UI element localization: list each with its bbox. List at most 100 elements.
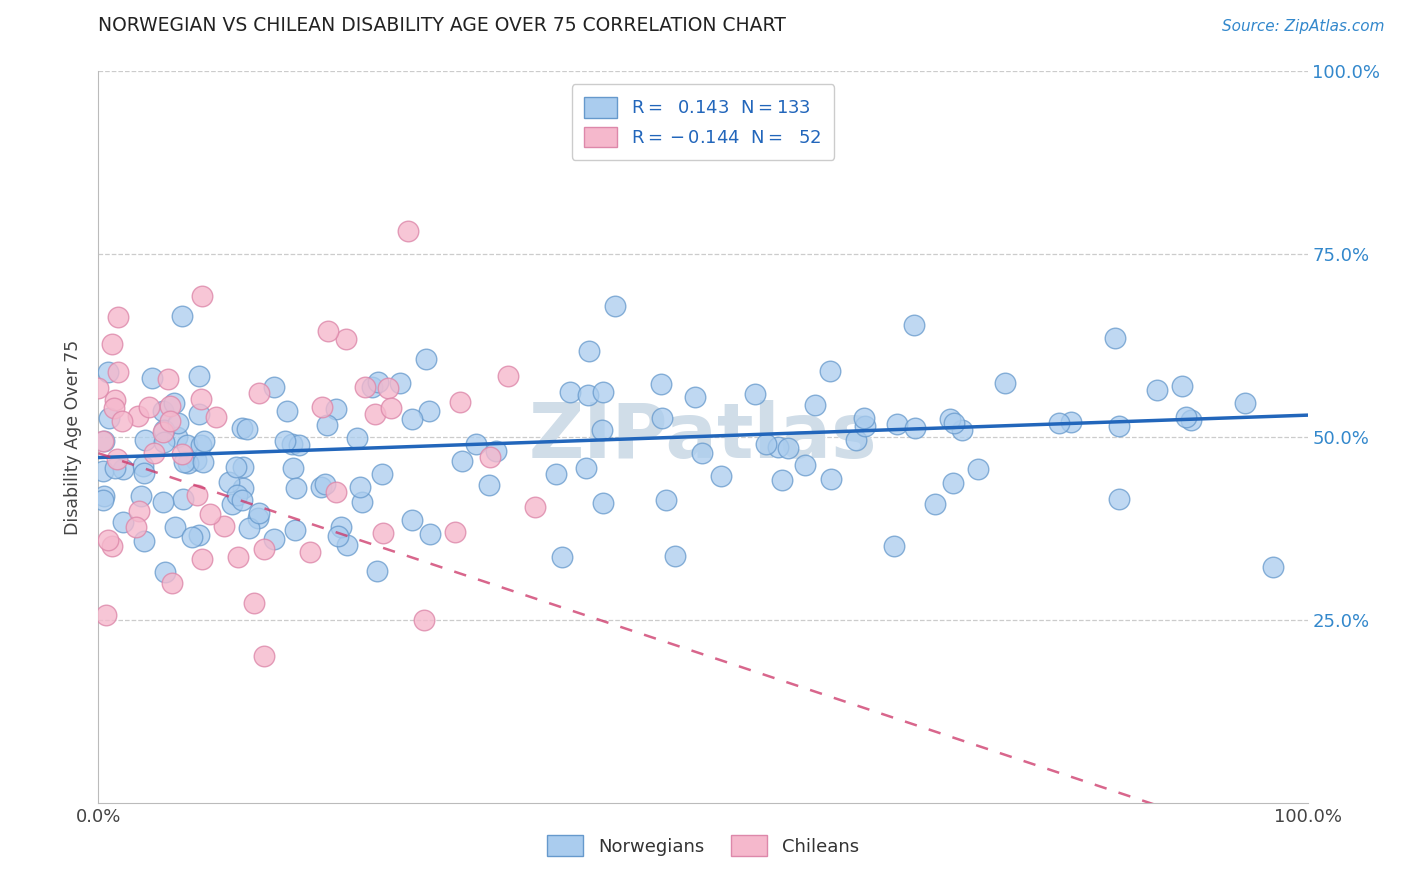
Point: [575, 460, 598, 475]
Point: [190, 392, 212, 406]
Point: [592, 496, 614, 510]
Point: [112, 515, 135, 529]
Point: [776, 441, 799, 455]
Point: [325, 484, 347, 499]
Point: [655, 493, 678, 508]
Point: [325, 402, 347, 417]
Point: [1108, 492, 1130, 507]
Point: [191, 552, 214, 566]
Point: [1175, 409, 1198, 424]
Point: [228, 550, 250, 565]
Point: [1180, 413, 1202, 427]
Point: [274, 434, 297, 448]
Point: [903, 318, 925, 333]
Point: [479, 450, 502, 464]
Point: [412, 614, 434, 628]
Point: [129, 489, 152, 503]
Point: [198, 508, 221, 522]
Point: [523, 500, 546, 514]
Point: [755, 437, 778, 451]
Point: [994, 376, 1017, 390]
Point: [770, 473, 793, 487]
Point: [101, 336, 124, 351]
Point: [1234, 395, 1257, 409]
Point: [180, 530, 202, 544]
Point: [128, 409, 150, 423]
Point: [111, 414, 134, 428]
Point: [232, 482, 254, 496]
Point: [134, 533, 156, 548]
Point: [366, 564, 388, 578]
Point: [176, 438, 198, 452]
Point: [103, 401, 125, 415]
Point: [138, 400, 160, 414]
Point: [238, 521, 260, 535]
Point: [328, 529, 350, 543]
Point: [125, 520, 148, 534]
Point: [349, 480, 371, 494]
Point: [263, 532, 285, 546]
Point: [336, 538, 359, 552]
Point: [231, 421, 253, 435]
Point: [173, 455, 195, 469]
Point: [141, 371, 163, 385]
Point: [401, 412, 423, 426]
Point: [253, 541, 276, 556]
Point: [284, 524, 307, 538]
Point: [924, 497, 946, 511]
Point: [664, 549, 686, 563]
Point: [128, 504, 150, 518]
Point: [100, 540, 122, 554]
Point: [97, 533, 120, 548]
Point: [188, 369, 211, 384]
Point: [419, 527, 441, 541]
Point: [186, 488, 208, 502]
Point: [165, 519, 187, 533]
Point: [93, 489, 115, 503]
Point: [942, 475, 965, 490]
Point: [107, 310, 129, 324]
Point: [170, 446, 193, 460]
Y-axis label: Disability Age Over 75: Disability Age Over 75: [65, 340, 83, 534]
Point: [692, 446, 714, 460]
Point: [329, 520, 352, 534]
Point: [221, 497, 243, 511]
Point: [591, 423, 613, 437]
Point: [316, 417, 339, 432]
Point: [485, 444, 508, 458]
Point: [152, 425, 174, 439]
Point: [942, 416, 965, 430]
Point: [1108, 418, 1130, 433]
Point: [104, 461, 127, 475]
Point: [605, 299, 627, 313]
Point: [94, 608, 117, 623]
Point: [172, 492, 194, 507]
Point: [131, 458, 153, 473]
Point: [253, 649, 276, 664]
Point: [371, 467, 394, 482]
Point: [335, 332, 357, 346]
Point: [163, 395, 186, 409]
Point: [377, 381, 399, 395]
Point: [112, 461, 135, 475]
Point: [950, 423, 973, 437]
Point: [226, 488, 249, 502]
Point: [444, 525, 467, 540]
Point: [143, 446, 166, 460]
Point: [904, 420, 927, 434]
Point: [298, 545, 321, 559]
Point: [159, 414, 181, 428]
Point: [97, 411, 120, 425]
Point: [276, 404, 298, 418]
Point: [170, 309, 193, 323]
Point: [263, 379, 285, 393]
Point: [187, 407, 209, 421]
Text: NORWEGIAN VS CHILEAN DISABILITY AGE OVER 75 CORRELATION CHART: NORWEGIAN VS CHILEAN DISABILITY AGE OVER…: [98, 16, 786, 35]
Point: [311, 401, 333, 415]
Point: [1263, 560, 1285, 574]
Point: [883, 539, 905, 553]
Point: [451, 454, 474, 468]
Point: [191, 455, 214, 469]
Point: [449, 395, 471, 409]
Point: [352, 495, 374, 509]
